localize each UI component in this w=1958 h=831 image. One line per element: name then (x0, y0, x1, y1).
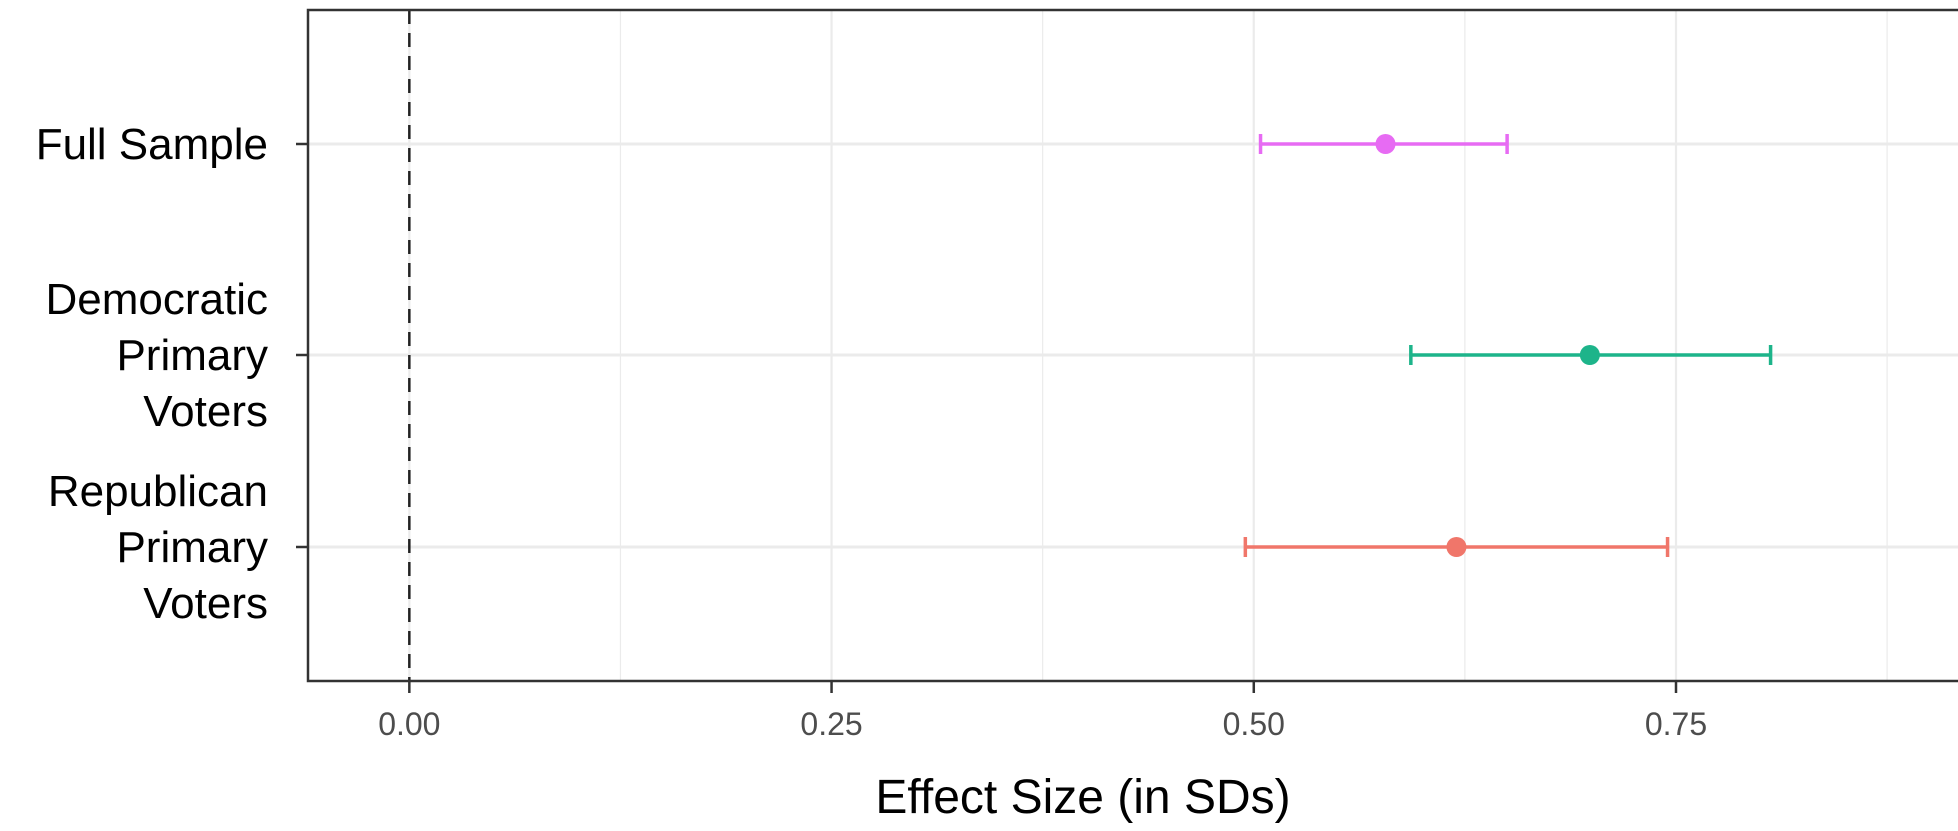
estimate-row (1409, 345, 1773, 365)
y-tick-label-line: Primary (116, 331, 268, 380)
point-estimate (1375, 134, 1396, 154)
y-tick-label-line: Democratic (46, 275, 269, 324)
point-estimate (1579, 345, 1600, 365)
y-tick-label: Democratic Primary Voters (46, 275, 269, 436)
y-tick-label: Full Sample (36, 120, 268, 169)
y-tick-label: Republican Primary Voters (48, 467, 268, 628)
x-tick-label: 0.50 (1223, 706, 1285, 742)
plot-panel-border (306, 8, 1958, 683)
estimate-row (1243, 537, 1670, 557)
marks (1243, 134, 1773, 557)
y-tick-label-line: Primary (116, 523, 268, 572)
estimate-row (1258, 134, 1509, 154)
x-tick-label: 0.25 (800, 706, 862, 742)
y-tick-label-line: Voters (143, 579, 268, 628)
y-tick-label-line: Full Sample (36, 120, 268, 169)
x-tick-label: 0.75 (1645, 706, 1707, 742)
x-axis-title: Effect Size (in SDs) (875, 771, 1290, 824)
x-tick-label: 0.00 (378, 706, 440, 742)
y-tick-label-line: Republican (48, 467, 268, 516)
y-tick-label-line: Voters (143, 387, 268, 436)
point-estimate (1446, 537, 1467, 557)
